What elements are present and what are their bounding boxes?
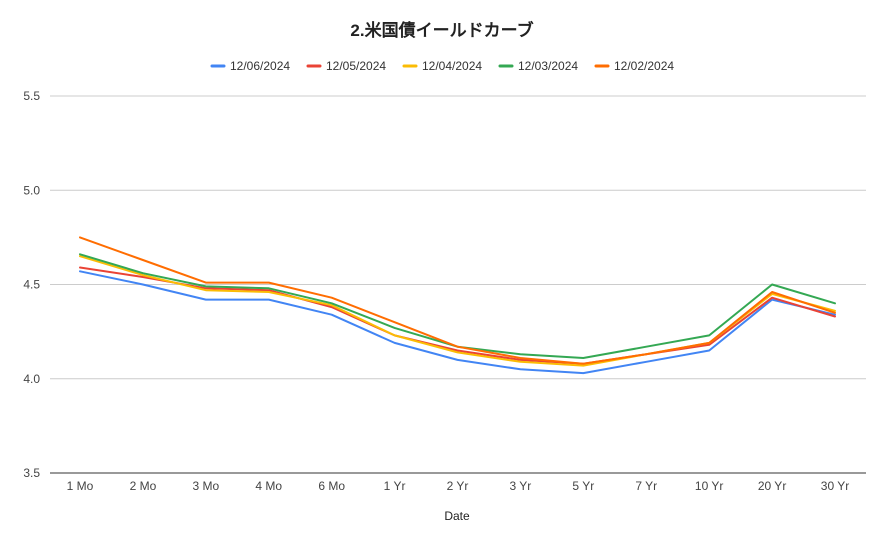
gridlines — [50, 95, 866, 474]
y-tick-label: 4.0 — [23, 372, 40, 386]
x-tick-label: 3 Mo — [192, 479, 219, 493]
x-tick-label: 1 Yr — [384, 479, 406, 493]
x-axis-label: Date — [444, 509, 470, 523]
chart-title: 2.米国債イールドカーブ — [350, 20, 533, 40]
x-tick-label: 30 Yr — [821, 479, 849, 493]
legend-label: 12/03/2024 — [518, 59, 578, 73]
y-tick-label: 4.5 — [23, 278, 40, 292]
legend-item[interactable]: 12/02/2024 — [594, 59, 674, 73]
legend-label: 12/05/2024 — [326, 59, 386, 73]
series-line-3 — [79, 255, 836, 367]
legend-label: 12/04/2024 — [422, 59, 482, 73]
legend-item[interactable]: 12/04/2024 — [402, 59, 482, 73]
series-lines — [79, 236, 836, 375]
x-tick-label: 7 Yr — [635, 479, 657, 493]
y-tick-label: 5.0 — [23, 183, 40, 197]
legend-label: 12/02/2024 — [614, 59, 674, 73]
legend-item[interactable]: 12/03/2024 — [498, 59, 578, 73]
series-line-5 — [79, 236, 836, 365]
legend-item[interactable]: 12/06/2024 — [210, 59, 290, 73]
legend-item[interactable]: 12/05/2024 — [306, 59, 386, 73]
x-tick-label: 5 Yr — [572, 479, 594, 493]
x-tick-label: 4 Mo — [255, 479, 282, 493]
x-tick-label: 3 Yr — [510, 479, 532, 493]
x-tick-label: 6 Mo — [318, 479, 345, 493]
series-line-1 — [79, 270, 836, 375]
legend: 12/06/2024 12/05/2024 12/04/2024 12/03/2024… — [210, 59, 674, 73]
series-line-2 — [79, 266, 836, 365]
series-line-4 — [79, 253, 836, 359]
x-tick-label: 2 Yr — [447, 479, 469, 493]
y-tick-label: 5.5 — [23, 89, 40, 103]
x-tick-label: 2 Mo — [130, 479, 157, 493]
y-tick-label: 3.5 — [23, 466, 40, 480]
legend-label: 12/06/2024 — [230, 59, 290, 73]
x-tick-label: 1 Mo — [67, 479, 94, 493]
x-axis: 1 Mo 2 Mo 3 Mo 4 Mo 6 Mo 1 Yr 2 Yr 3 Yr 5 Yr 7 Yr… — [67, 479, 850, 493]
y-axis: 3.5 4.0 4.5 5.0 5.5 — [23, 89, 40, 480]
x-tick-label: 10 Yr — [695, 479, 723, 493]
x-tick-label: 20 Yr — [758, 479, 786, 493]
